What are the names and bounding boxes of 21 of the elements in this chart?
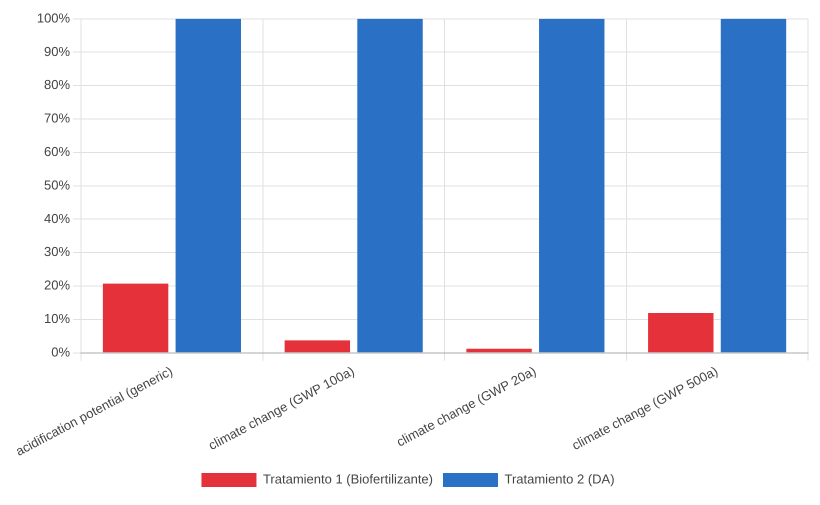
y-tick-label: 100%: [36, 10, 71, 26]
bar: [102, 284, 168, 352]
legend-label: Tratamiento 2 (DA): [504, 472, 615, 487]
y-tick-label: 20%: [44, 278, 71, 293]
bar: [284, 340, 350, 352]
y-tick-label: 50%: [44, 177, 71, 192]
y-tick-label: 0%: [51, 344, 71, 360]
legend-label: Tratamiento 1 (Biofertilizante): [262, 472, 433, 487]
bar: [539, 18, 604, 352]
bar: [466, 348, 532, 352]
bar: [357, 18, 423, 352]
y-tick-label: 70%: [44, 110, 71, 126]
y-tick-label: 30%: [44, 244, 71, 260]
y-tick-label: 90%: [44, 44, 71, 59]
y-tick-label: 80%: [44, 77, 71, 92]
bar: [176, 18, 242, 352]
bar: [720, 18, 786, 352]
bar: [648, 313, 714, 352]
y-tick-label: 40%: [44, 210, 71, 226]
y-tick-label: 60%: [44, 144, 71, 159]
y-tick-label: 10%: [44, 310, 71, 326]
